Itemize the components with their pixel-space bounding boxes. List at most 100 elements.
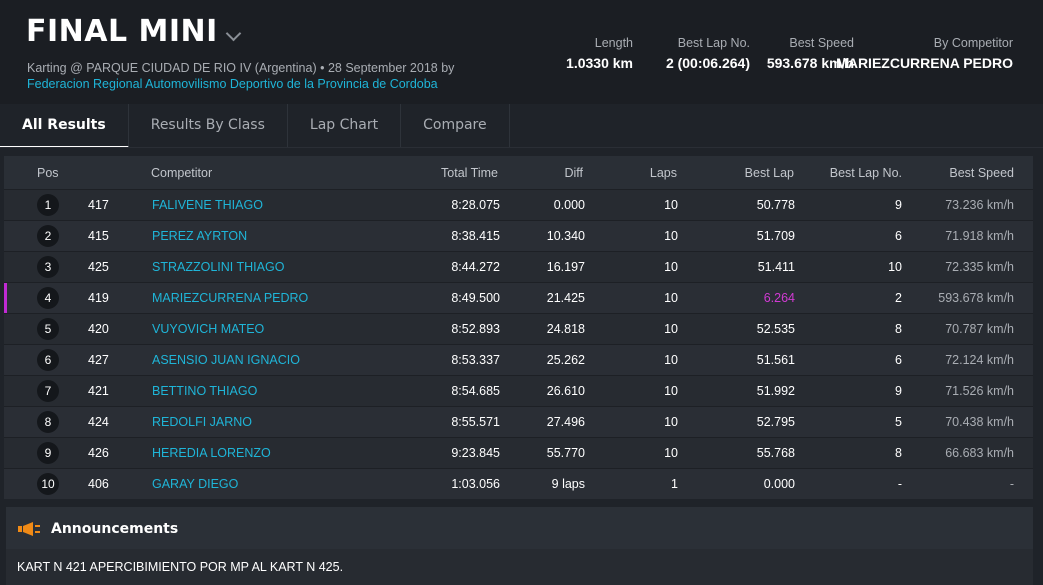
laps: 10 — [664, 229, 678, 243]
best-lap-no: - — [897, 477, 902, 491]
table-row[interactable]: 8 424 REDOLFI JARNO 8:55.571 27.496 10 52.795 5… — [4, 406, 1033, 437]
col-best-speed[interactable]: Best Speed — [949, 166, 1014, 180]
best-speed: 66.683 km/h — [945, 446, 1014, 460]
competitor-name-link[interactable]: GARAY DIEGO — [152, 477, 239, 491]
best-lap: 51.709 — [756, 229, 795, 243]
position-badge: 8 — [37, 411, 59, 433]
laps: 10 — [664, 415, 678, 429]
position-badge: 7 — [37, 380, 59, 402]
total-time: 8:49.500 — [451, 291, 500, 305]
position-badge: 10 — [37, 473, 59, 495]
tab-lap-chart[interactable]: Lap Chart — [288, 104, 402, 148]
best-lap-no: 6 — [895, 353, 902, 367]
stat-competitor: By Competitor MARIEZCURRENA PEDRO — [836, 36, 1013, 71]
table-row[interactable]: 5 420 VUYOVICH MATEO 8:52.893 24.818 10 52.535… — [4, 313, 1033, 344]
col-total-time[interactable]: Total Time — [441, 166, 498, 180]
diff: 21.425 — [546, 291, 585, 305]
col-diff[interactable]: Diff — [564, 166, 583, 180]
announcement-text: KART N 421 APERCIBIMIENTO POR MP AL KART… — [17, 560, 344, 574]
announcements-panel: Announcements KART N 421 APERCIBIMIENTO … — [6, 507, 1033, 585]
col-best-lap[interactable]: Best Lap — [744, 166, 794, 180]
competitor-name-link[interactable]: ASENSIO JUAN IGNACIO — [152, 353, 300, 367]
best-lap-no: 6 — [895, 229, 902, 243]
best-lap: 55.768 — [756, 446, 795, 460]
kart-number: 424 — [88, 415, 109, 429]
kart-number: 419 — [88, 291, 109, 305]
event-header: FINAL MINI Karting @ PARQUE CIUDAD DE RI… — [0, 0, 1043, 104]
position-badge: 1 — [37, 194, 59, 216]
position-badge: 2 — [37, 225, 59, 247]
competitor-name-link[interactable]: HEREDIA LORENZO — [152, 446, 271, 460]
table-row[interactable]: 9 426 HEREDIA LORENZO 9:23.845 55.770 10 55.76… — [4, 437, 1033, 468]
best-lap-no: 5 — [895, 415, 902, 429]
best-lap: 52.795 — [756, 415, 795, 429]
best-lap: 51.992 — [756, 384, 795, 398]
table-row[interactable]: 4 419 MARIEZCURRENA PEDRO 8:49.500 21.425 10 6… — [4, 282, 1033, 313]
tab-results-by-class[interactable]: Results By Class — [129, 104, 288, 148]
competitor-name-link[interactable]: PEREZ AYRTON — [152, 229, 248, 243]
table-body: 1 417 FALIVENE THIAGO 8:28.075 0.000 10 50.778… — [4, 189, 1033, 499]
stat-best-speed-label: Best Speed — [789, 36, 854, 50]
total-time: 8:53.337 — [451, 353, 500, 367]
tab-divider — [0, 147, 1043, 148]
kart-number: 421 — [88, 384, 109, 398]
table-row[interactable]: 2 415 PEREZ AYRTON 8:38.415 10.340 10 51.709 6 7… — [4, 220, 1033, 251]
kart-number: 406 — [88, 477, 109, 491]
table-row[interactable]: 6 427 ASENSIO JUAN IGNACIO 8:53.337 25.262 10… — [4, 344, 1033, 375]
tab-all-results[interactable]: All Results — [0, 104, 129, 148]
laps: 10 — [664, 198, 678, 212]
competitor-name-link[interactable]: MARIEZCURRENA PEDRO — [152, 291, 309, 305]
diff: 9 laps — [551, 477, 585, 491]
competitor-name-link[interactable]: VUYOVICH MATEO — [152, 322, 265, 336]
stat-best-speed: Best Speed 593.678 km/h — [767, 36, 854, 71]
laps: 10 — [664, 291, 678, 305]
diff: 27.496 — [546, 415, 585, 429]
diff: 26.610 — [546, 384, 585, 398]
results-table: Pos Competitor Total Time Diff Laps Best… — [4, 156, 1033, 499]
tab-compare[interactable]: Compare — [401, 104, 510, 148]
table-row[interactable]: 3 425 STRAZZOLINI THIAGO 8:44.272 16.197 10 51… — [4, 251, 1033, 282]
col-pos[interactable]: Pos — [37, 166, 59, 180]
position-badge: 4 — [37, 287, 59, 309]
best-speed: 70.787 km/h — [945, 322, 1014, 336]
laps: 10 — [664, 384, 678, 398]
total-time: 8:38.415 — [451, 229, 500, 243]
best-speed: 71.918 km/h — [945, 229, 1014, 243]
total-time: 8:52.893 — [451, 322, 500, 336]
event-subtitle: Karting @ PARQUE CIUDAD DE RIO IV (Argen… — [27, 61, 455, 75]
stat-best-lap-value: 2 (00:06.264) — [665, 55, 750, 71]
competitor-name-link[interactable]: STRAZZOLINI THIAGO — [152, 260, 285, 274]
best-lap-no: 10 — [888, 260, 902, 274]
results-tabs: All Results Results By Class Lap Chart C… — [0, 104, 510, 148]
total-time: 8:44.272 — [451, 260, 500, 274]
competitor-name-link[interactable]: FALIVENE THIAGO — [152, 198, 263, 212]
best-lap-no: 9 — [895, 384, 902, 398]
competitor-name-link[interactable]: BETTINO THIAGO — [152, 384, 258, 398]
chevron-down-icon[interactable] — [225, 25, 242, 42]
kart-number: 425 — [88, 260, 109, 274]
event-title[interactable]: FINAL MINI — [26, 14, 218, 49]
table-row[interactable]: 7 421 BETTINO THIAGO 8:54.685 26.610 10 51.992… — [4, 375, 1033, 406]
col-laps[interactable]: Laps — [649, 166, 677, 180]
competitor-name-link[interactable]: REDOLFI JARNO — [152, 415, 253, 429]
laps: 10 — [664, 446, 678, 460]
best-lap: 52.535 — [756, 322, 795, 336]
diff: 10.340 — [546, 229, 585, 243]
table-row[interactable]: 10 406 GARAY DIEGO 1:03.056 9 laps 1 0.000 - - — [4, 468, 1033, 499]
best-lap: 0.000 — [763, 477, 795, 491]
col-best-lap-no[interactable]: Best Lap No. — [829, 166, 902, 180]
col-competitor[interactable]: Competitor — [151, 166, 213, 180]
total-time: 9:23.845 — [451, 446, 500, 460]
table-row[interactable]: 1 417 FALIVENE THIAGO 8:28.075 0.000 10 50.778… — [4, 189, 1033, 220]
organizer-link[interactable]: Federacion Regional Automovilismo Deport… — [27, 77, 438, 91]
stat-competitor-value: MARIEZCURRENA PEDRO — [836, 55, 1013, 71]
stat-length-label: Length — [594, 36, 633, 50]
best-lap-no: 2 — [895, 291, 902, 305]
stat-best-lap-label: Best Lap No. — [677, 36, 750, 50]
total-time: 1:03.056 — [451, 477, 500, 491]
kart-number: 415 — [88, 229, 109, 243]
best-speed: 71.526 km/h — [945, 384, 1014, 398]
kart-number: 417 — [88, 198, 109, 212]
stat-length-value: 1.0330 km — [566, 55, 633, 71]
title-row[interactable]: FINAL MINI — [26, 14, 242, 49]
